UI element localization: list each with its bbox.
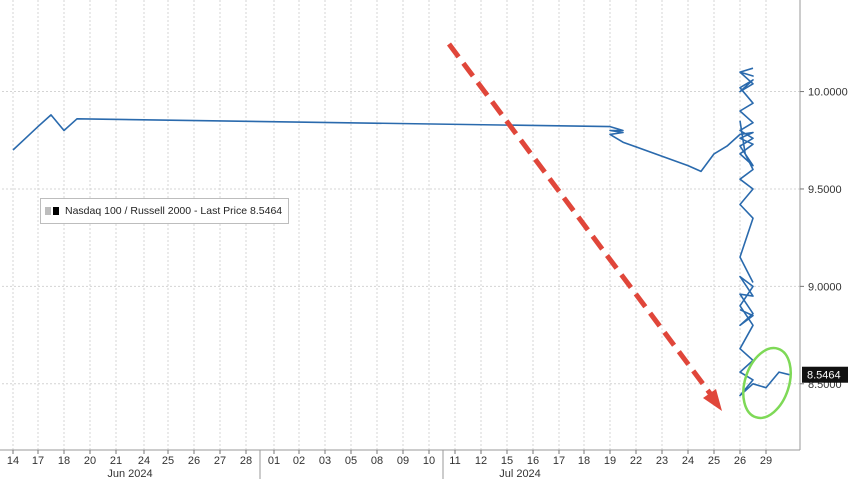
x-tick-label: 18 (58, 455, 70, 467)
x-tick-label: 01 (268, 455, 280, 467)
x-tick-label: 24 (138, 455, 150, 467)
x-tick-label: 14 (7, 455, 19, 467)
legend: Nasdaq 100 / Russell 2000 - Last Price 8… (40, 198, 290, 224)
x-tick-label: 16 (527, 455, 539, 467)
x-tick-label: 17 (553, 455, 565, 467)
x-tick-label: 17 (32, 455, 44, 467)
x-tick-label: 19 (604, 455, 616, 467)
x-tick-label: 26 (188, 455, 200, 467)
x-tick-label: 24 (682, 455, 694, 467)
x-tick-label: 23 (656, 455, 668, 467)
legend-swatch-grey (45, 207, 51, 215)
last-price-tag (802, 366, 848, 383)
x-tick-label: 21 (110, 455, 122, 467)
y-tick-label: 9.0000 (808, 281, 842, 293)
x-tick-label: 05 (345, 455, 357, 467)
x-tick-label: 25 (162, 455, 174, 467)
x-tick-label: 08 (371, 455, 383, 467)
x-tick-label: 27 (214, 455, 226, 467)
last-price-label: 8.5464 (807, 370, 841, 382)
x-tick-label: 03 (319, 455, 331, 467)
x-tick-label: 18 (578, 455, 590, 467)
x-tick-label: 09 (397, 455, 409, 467)
x-tick-label: 26 (734, 455, 746, 467)
legend-label: Nasdaq 100 / Russell 2000 - Last Price 8… (65, 205, 283, 217)
highlight-circle (742, 346, 792, 420)
x-tick-label: 28 (240, 455, 252, 467)
legend-swatch-black (53, 207, 59, 215)
y-tick-label: 10.0000 (808, 87, 848, 99)
x-tick-label: 25 (708, 455, 720, 467)
series-line (12, 67, 790, 397)
x-tick-label: 02 (293, 455, 305, 467)
trend-arrow-head (703, 389, 722, 411)
x-tick-label: 15 (501, 455, 513, 467)
x-tick-label: 10 (423, 455, 435, 467)
month-label: Jun 2024 (107, 468, 152, 479)
x-tick-label: 12 (475, 455, 487, 467)
y-tick-label: 9.5000 (808, 184, 842, 196)
x-tick-label: 22 (630, 455, 642, 467)
x-tick-label: 11 (449, 455, 460, 467)
trend-arrow-line (446, 42, 715, 398)
month-label: Jul 2024 (499, 468, 541, 479)
x-tick-label: 20 (84, 455, 96, 467)
x-tick-label: 29 (760, 455, 772, 467)
